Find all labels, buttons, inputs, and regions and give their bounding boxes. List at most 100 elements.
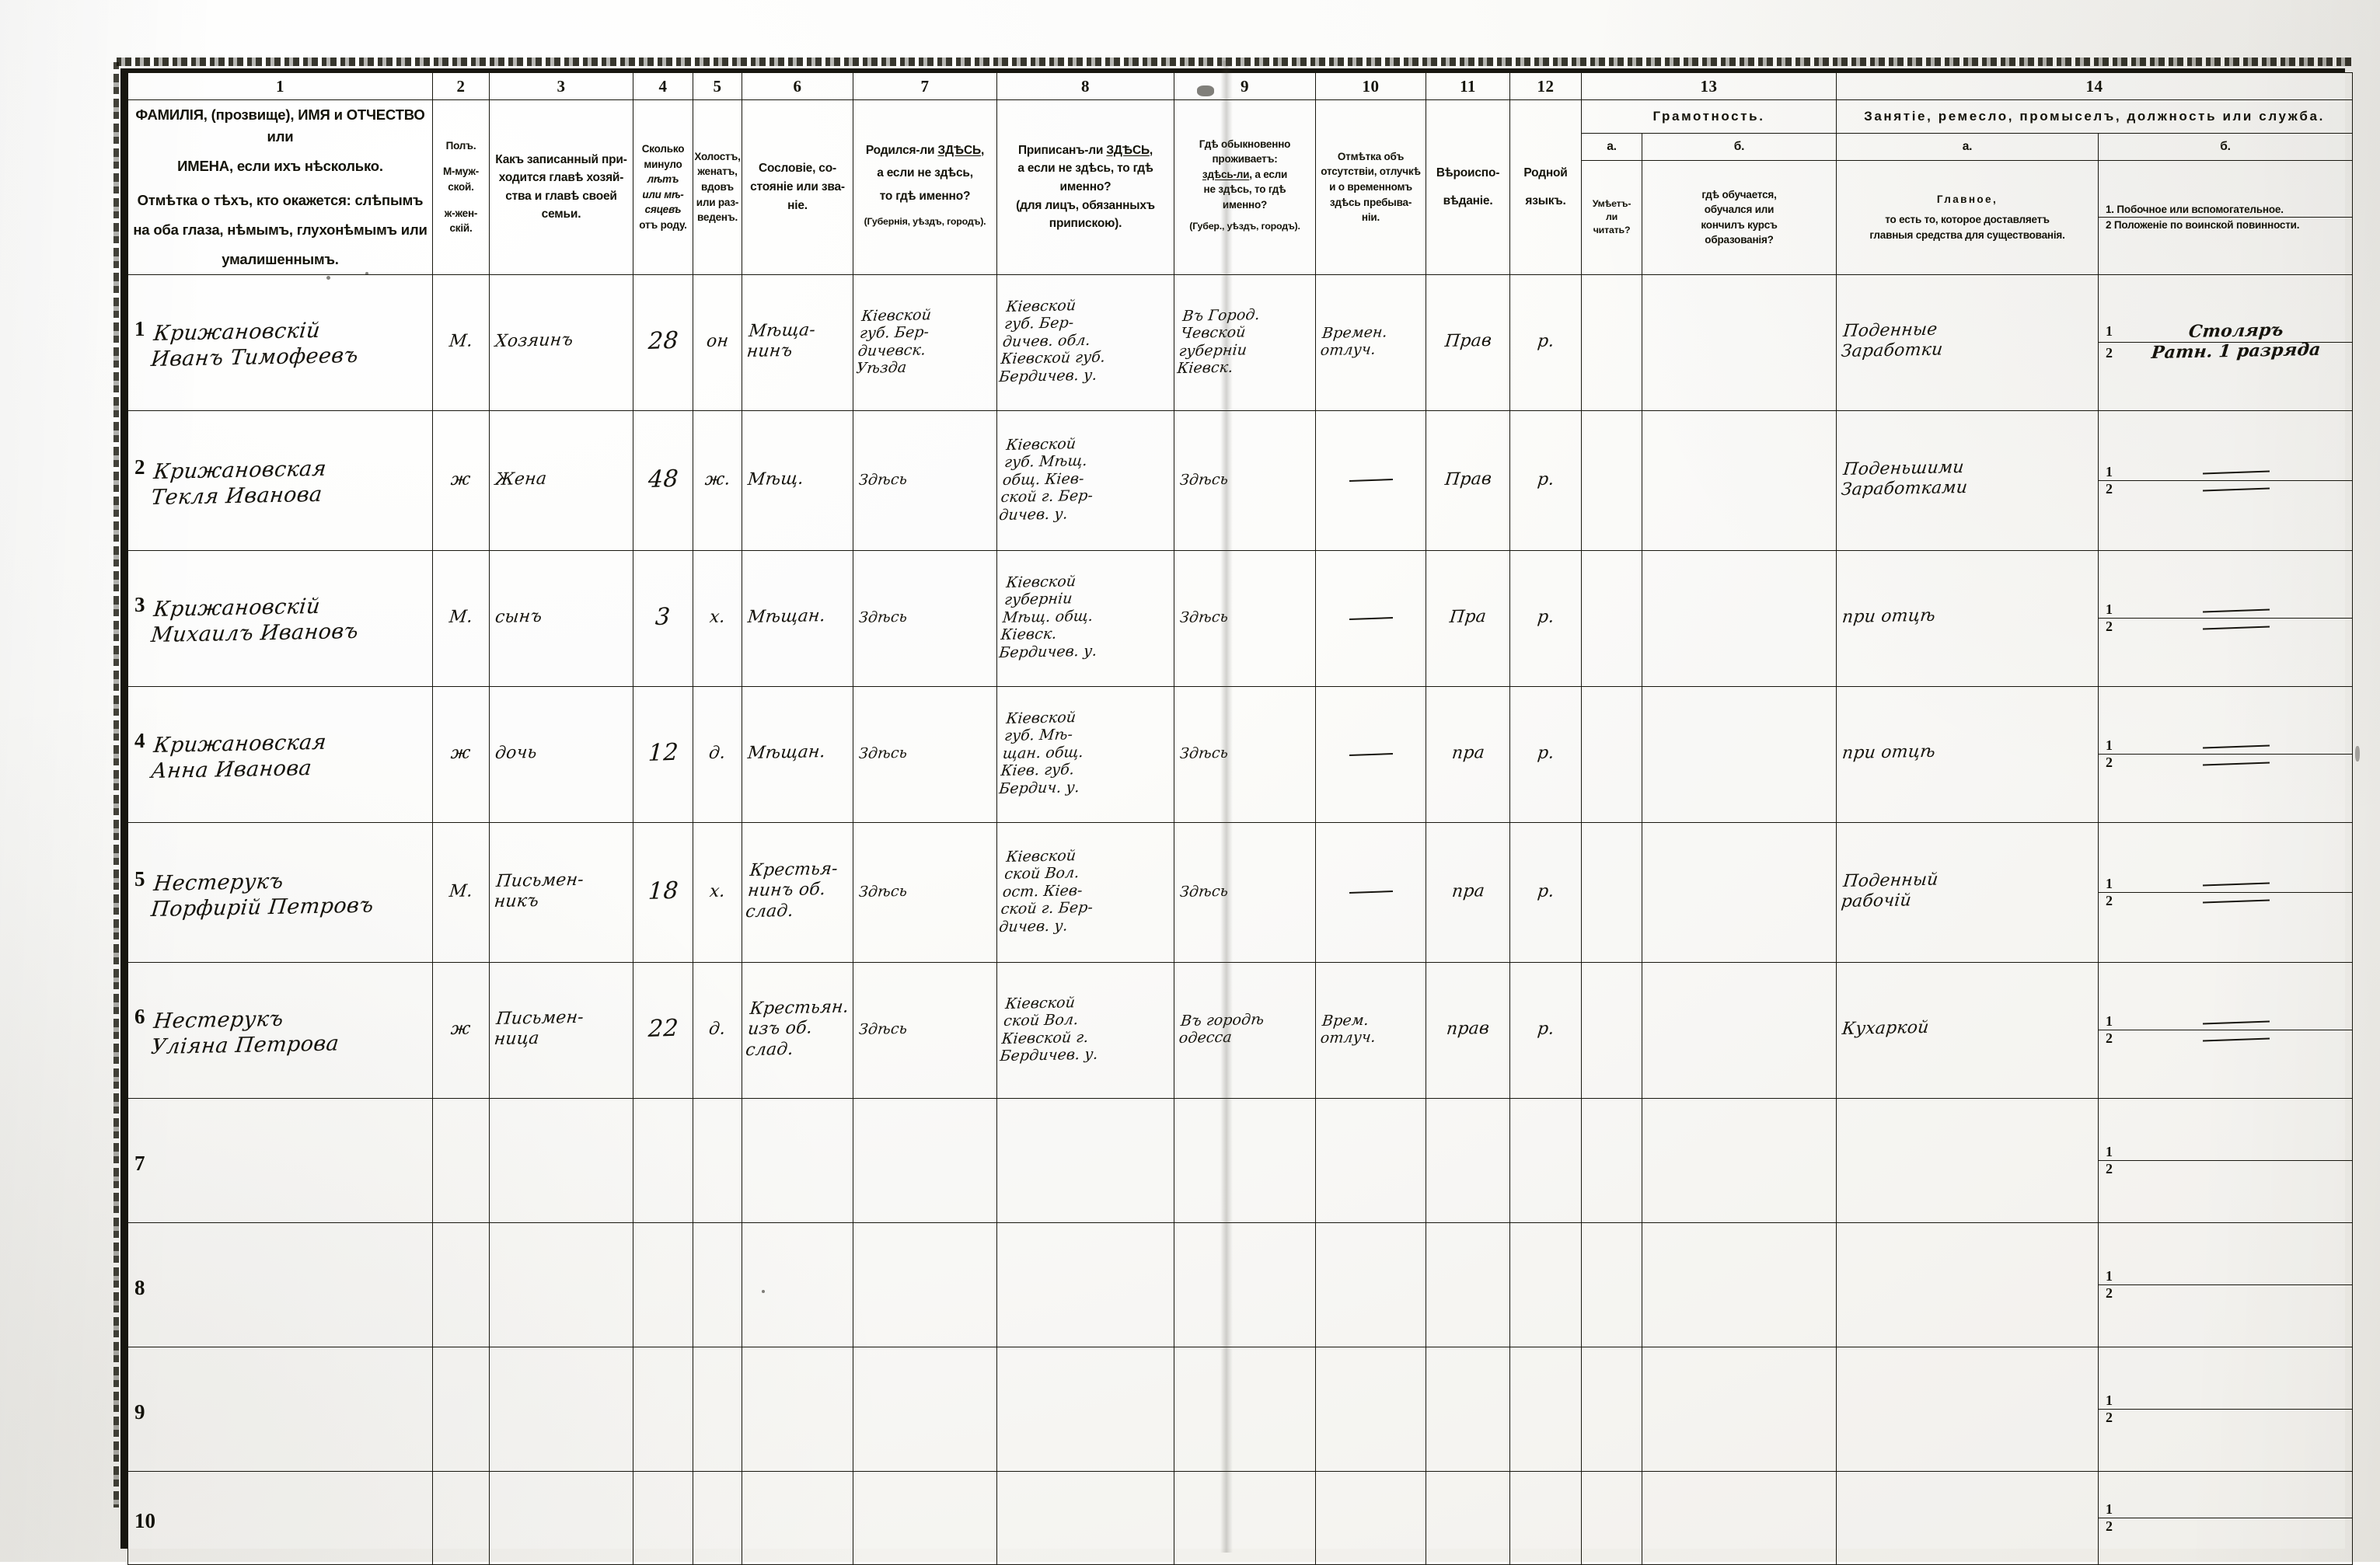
- cell-religion[interactable]: прав: [1426, 961, 1510, 1099]
- cell-language[interactable]: р.: [1509, 274, 1582, 411]
- cell-literacy-school[interactable]: [1642, 685, 1837, 823]
- cell-age[interactable]: [633, 1346, 693, 1472]
- cell-literacy-read[interactable]: [1581, 961, 1642, 1099]
- cell-language[interactable]: р.: [1509, 961, 1582, 1099]
- cell-estate[interactable]: Мѣщ.: [742, 410, 853, 551]
- cell-relation[interactable]: Хозяинъ: [489, 274, 633, 411]
- cell-marital[interactable]: ж.: [693, 410, 742, 551]
- cell-language[interactable]: р.: [1509, 410, 1582, 551]
- table-row[interactable]: 5 Нестерукъ Порфирій Петровъ М. Письмен- ни…: [127, 821, 2353, 963]
- cell-estate[interactable]: Крестья- нинъ об. слад.: [742, 821, 853, 963]
- cell-birthplace[interactable]: Здѣсь: [853, 410, 997, 551]
- cell-residence[interactable]: Здѣсь: [1174, 549, 1316, 687]
- cell-marital[interactable]: д.: [693, 685, 742, 823]
- cell-estate[interactable]: [742, 1222, 853, 1347]
- cell-relation[interactable]: [489, 1470, 633, 1565]
- cell-occupation-main[interactable]: [1836, 1346, 2099, 1472]
- cell-residence[interactable]: Въ Город. Чевской губерніи Кіевск.: [1174, 274, 1316, 411]
- cell-estate[interactable]: Мѣщан.: [742, 685, 853, 823]
- cell-sex[interactable]: [432, 1470, 490, 1565]
- cell-age[interactable]: 22: [633, 961, 693, 1099]
- cell-birthplace[interactable]: Здѣсь: [853, 961, 997, 1099]
- cell-absence[interactable]: Времен. отлуч.: [1315, 274, 1426, 411]
- cell-birthplace[interactable]: Здѣсь: [853, 549, 997, 687]
- cell-residence[interactable]: [1174, 1346, 1316, 1472]
- cell-relation[interactable]: [489, 1222, 633, 1347]
- cell-absence[interactable]: [1315, 821, 1426, 963]
- cell-occupation-main[interactable]: [1836, 1097, 2099, 1223]
- table-row[interactable]: 10 1 2: [127, 1470, 2353, 1565]
- cell-relation[interactable]: [489, 1097, 633, 1223]
- cell-religion[interactable]: [1426, 1222, 1510, 1347]
- cell-absence[interactable]: [1315, 1097, 1426, 1223]
- cell-marital[interactable]: [693, 1346, 742, 1472]
- cell-marital[interactable]: х.: [693, 821, 742, 963]
- cell-sex[interactable]: ж: [432, 410, 490, 551]
- cell-religion[interactable]: Прав: [1426, 410, 1510, 551]
- cell-relation[interactable]: Письмен- никъ: [489, 821, 633, 963]
- cell-sex[interactable]: М.: [432, 274, 490, 411]
- cell-relation[interactable]: дочь: [489, 685, 633, 823]
- cell-religion[interactable]: [1426, 1346, 1510, 1472]
- cell-marital[interactable]: д.: [693, 961, 742, 1099]
- cell-occupation-main[interactable]: при отцѣ: [1836, 549, 2099, 687]
- cell-estate[interactable]: Крестьян. изъ об. слад.: [742, 961, 853, 1099]
- cell-registered[interactable]: [996, 1097, 1174, 1223]
- cell-birthplace[interactable]: [853, 1346, 997, 1472]
- cell-marital[interactable]: [693, 1470, 742, 1565]
- cell-name[interactable]: 3 Крижановскій Михаилъ Ивановъ: [127, 549, 433, 687]
- cell-birthplace[interactable]: Кіевской губ. Бер- дичевск. Уѣзда: [853, 274, 997, 411]
- cell-absence[interactable]: [1315, 1222, 1426, 1347]
- cell-estate[interactable]: [742, 1470, 853, 1565]
- cell-age[interactable]: [633, 1222, 693, 1347]
- cell-sex[interactable]: М.: [432, 549, 490, 687]
- cell-registered[interactable]: [996, 1346, 1174, 1472]
- cell-marital[interactable]: он: [693, 274, 742, 411]
- cell-relation[interactable]: Письмен- ница: [489, 961, 633, 1099]
- cell-literacy-school[interactable]: [1642, 1097, 1837, 1223]
- cell-estate[interactable]: [742, 1097, 853, 1223]
- table-row[interactable]: 3 Крижановскій Михаилъ Ивановъ М. сынъ 3 х. Мѣ…: [127, 549, 2353, 687]
- cell-sex[interactable]: [432, 1222, 490, 1347]
- cell-literacy-read[interactable]: [1581, 1222, 1642, 1347]
- cell-literacy-school[interactable]: [1642, 961, 1837, 1099]
- cell-literacy-read[interactable]: [1581, 274, 1642, 411]
- cell-estate[interactable]: Мѣщан.: [742, 549, 853, 687]
- cell-language[interactable]: [1509, 1470, 1582, 1565]
- cell-name[interactable]: 8: [127, 1222, 433, 1347]
- cell-registered[interactable]: Кіевской губ. Мѣ- щан. общ. Кіев. губ. Б…: [996, 685, 1174, 823]
- cell-religion[interactable]: Прав: [1426, 274, 1510, 411]
- cell-estate[interactable]: [742, 1346, 853, 1472]
- cell-literacy-read[interactable]: [1581, 685, 1642, 823]
- cell-absence[interactable]: [1315, 1346, 1426, 1472]
- cell-residence[interactable]: [1174, 1222, 1316, 1347]
- cell-relation[interactable]: сынъ: [489, 549, 633, 687]
- cell-birthplace[interactable]: Здѣсь: [853, 821, 997, 963]
- cell-sex[interactable]: ж: [432, 685, 490, 823]
- cell-age[interactable]: 48: [633, 410, 693, 551]
- cell-religion[interactable]: [1426, 1097, 1510, 1223]
- cell-name[interactable]: 10: [127, 1470, 433, 1565]
- cell-age[interactable]: 12: [633, 685, 693, 823]
- cell-name[interactable]: 4 Крижановская Анна Иванова: [127, 685, 433, 823]
- cell-birthplace[interactable]: [853, 1470, 997, 1565]
- cell-age[interactable]: 28: [633, 274, 693, 411]
- cell-residence[interactable]: Здѣсь: [1174, 685, 1316, 823]
- cell-religion[interactable]: [1426, 1470, 1510, 1565]
- cell-name[interactable]: 9: [127, 1346, 433, 1472]
- cell-literacy-read[interactable]: [1581, 1346, 1642, 1472]
- cell-literacy-school[interactable]: [1642, 1222, 1837, 1347]
- cell-marital[interactable]: [693, 1222, 742, 1347]
- cell-registered[interactable]: [996, 1222, 1174, 1347]
- cell-birthplace[interactable]: [853, 1097, 997, 1223]
- cell-age[interactable]: [633, 1470, 693, 1565]
